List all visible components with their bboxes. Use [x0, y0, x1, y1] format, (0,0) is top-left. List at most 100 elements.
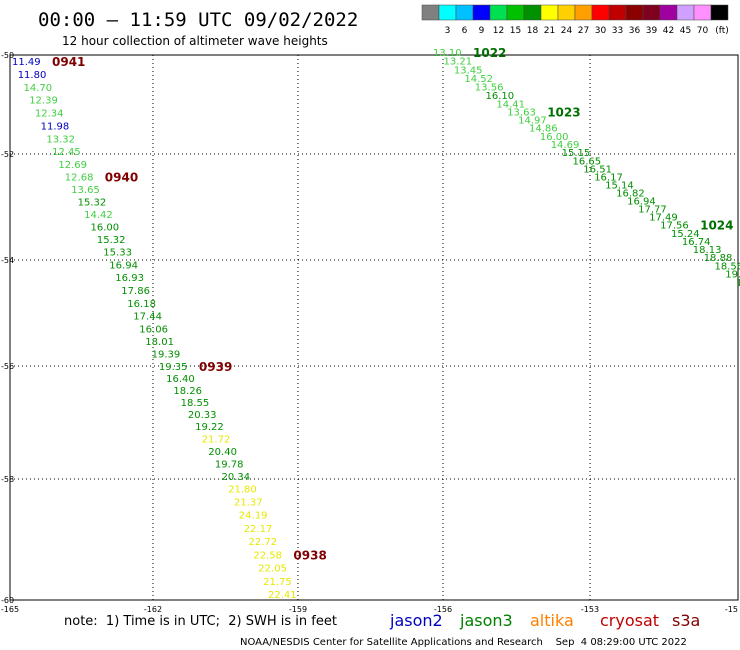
wave-height-value: 21.37 [234, 497, 263, 508]
time-label: 1023 [547, 105, 580, 119]
wave-height-value: 18 [736, 278, 740, 289]
wave-height-value: 12.34 [35, 109, 64, 120]
wave-height-value: 12.45 [52, 147, 81, 158]
wave-height-value: 22.41 [268, 590, 297, 601]
wave-height-value: 16.17 [594, 173, 623, 184]
map-subtitle: 12 hour collection of altimeter wave hei… [62, 34, 328, 48]
wave-height-value: 15.14 [605, 181, 634, 192]
wave-height-value: 19.2 [725, 270, 740, 281]
colorbar-swatch [472, 4, 491, 21]
latitude-label: -50 [1, 51, 14, 60]
satellite-legend-s3a: s3a [672, 611, 700, 630]
wave-height-value: 13.65 [71, 185, 100, 196]
wave-height-value: 13.63 [507, 107, 536, 118]
wave-height-value: 16.00 [91, 223, 120, 234]
wave-height-value: 22.58 [253, 550, 282, 561]
wave-height-value: 16.00 [540, 132, 569, 143]
wave-height-value: 18.88 [704, 253, 733, 264]
colorbar-tick-label: 42 [663, 26, 674, 36]
wave-height-value: 14.70 [24, 83, 53, 94]
colorbar-tick-label: 45 [680, 26, 691, 36]
wave-height-value: 16.65 [573, 156, 602, 167]
wave-height-value: 16.93 [115, 273, 144, 284]
wave-height-value: 13.10 [433, 48, 462, 59]
longitude-label: -153 [581, 605, 599, 614]
wave-height-value: 22.05 [258, 564, 287, 575]
wave-height-value: 14.52 [464, 74, 493, 85]
wave-height-value: 13.45 [454, 65, 483, 76]
wave-height-value: 19.35 [159, 362, 188, 373]
wave-height-value: 17.86 [121, 286, 150, 297]
longitude-label: -165 [1, 605, 19, 614]
colorbar-tick-label: 70 [697, 26, 709, 36]
latitude-label: -60 [1, 596, 14, 605]
wave-height-value: 14.41 [496, 99, 525, 110]
wave-height-value: 16.10 [486, 91, 515, 102]
wave-height-value: 17.44 [133, 312, 162, 323]
wave-height-value: 17.49 [649, 213, 678, 224]
wave-height-value: 20.34 [222, 472, 251, 483]
wave-height-value: 21.75 [263, 577, 292, 588]
wave-height-value: 16.51 [583, 165, 612, 176]
colorbar-tick-label: 30 [595, 26, 607, 36]
colorbar-unit: (ft) [715, 26, 729, 36]
colorbar-tick-label: 33 [612, 26, 623, 36]
wave-height-value: 21.80 [228, 485, 257, 496]
wave-height-value: 18.01 [145, 337, 174, 348]
colorbar-swatch [625, 4, 644, 21]
time-label: 0941 [52, 55, 85, 69]
latitude-label: -54 [1, 256, 14, 265]
wave-height-value: 14.97 [518, 116, 547, 127]
colorbar-swatch [557, 4, 576, 21]
wave-height-value: 13.56 [475, 83, 504, 94]
colorbar-tick-label: 36 [629, 26, 641, 36]
wave-height-value: 15.33 [103, 248, 132, 259]
longitude-label: -162 [144, 605, 162, 614]
wave-height-value: 19.78 [215, 460, 244, 471]
colorbar-tick-label: 21 [544, 26, 555, 36]
wave-height-value: 16.06 [139, 324, 168, 335]
wave-height-value: 15.24 [671, 229, 700, 240]
wave-height-value: 12.69 [58, 160, 87, 171]
colorbar-swatch [642, 4, 661, 21]
time-label: 0939 [199, 360, 232, 374]
colorbar-tick-label: 6 [462, 26, 468, 36]
colorbar-swatch [693, 4, 712, 21]
wave-height-value: 14.42 [84, 210, 113, 221]
colorbar-swatch [489, 4, 508, 21]
satellite-legend-jason3: jason3 [459, 611, 513, 630]
right-track: 13.1013.2113.4514.5213.5616.1014.4113.63… [433, 46, 740, 289]
colorbar-tick-label: 12 [493, 26, 504, 36]
colorbar-swatch [659, 4, 678, 21]
colorbar-tick-label: 24 [561, 26, 573, 36]
footer-note: note: 1) Time is in UTC; 2) SWH is in fe… [64, 614, 337, 629]
wave-height-value: 18.56 [715, 261, 740, 272]
map-frame [9, 54, 739, 601]
wave-height-value: 16.74 [682, 237, 711, 248]
colorbar-swatch [438, 4, 457, 21]
colorbar-swatch [710, 4, 729, 21]
longitude-label: -159 [289, 605, 307, 614]
wave-height-value: 20.33 [188, 410, 217, 421]
wave-height-value: 24.19 [239, 511, 268, 522]
wave-height-value: 16.94 [627, 197, 656, 208]
wave-height-value: 11.80 [18, 70, 47, 81]
wave-height-value: 14.69 [551, 140, 580, 151]
time-label: 0940 [105, 170, 138, 184]
wave-height-value: 16.94 [109, 261, 138, 272]
longitude-label: -156 [434, 605, 452, 614]
wave-height-value: 11.98 [41, 121, 70, 132]
wave-height-value: 14.86 [529, 124, 558, 135]
wave-height-value: 15.32 [97, 235, 126, 246]
time-label: 1024 [700, 219, 733, 233]
satellite-legend: jason2 jason3 altika cryosat s3a [389, 611, 700, 630]
wave-height-value: 19.22 [195, 422, 224, 433]
colorbar-swatch [455, 4, 474, 21]
latitude-labels: -50 -52 -54 -56 -58 -60 [1, 51, 14, 605]
colorbar-tick-label: 18 [527, 26, 539, 36]
wave-height-value: 11.49 [12, 57, 41, 68]
longitude-label: -15 [725, 605, 738, 614]
wave-height-value: 12.68 [65, 172, 94, 183]
colorbar-swatch [506, 4, 525, 21]
